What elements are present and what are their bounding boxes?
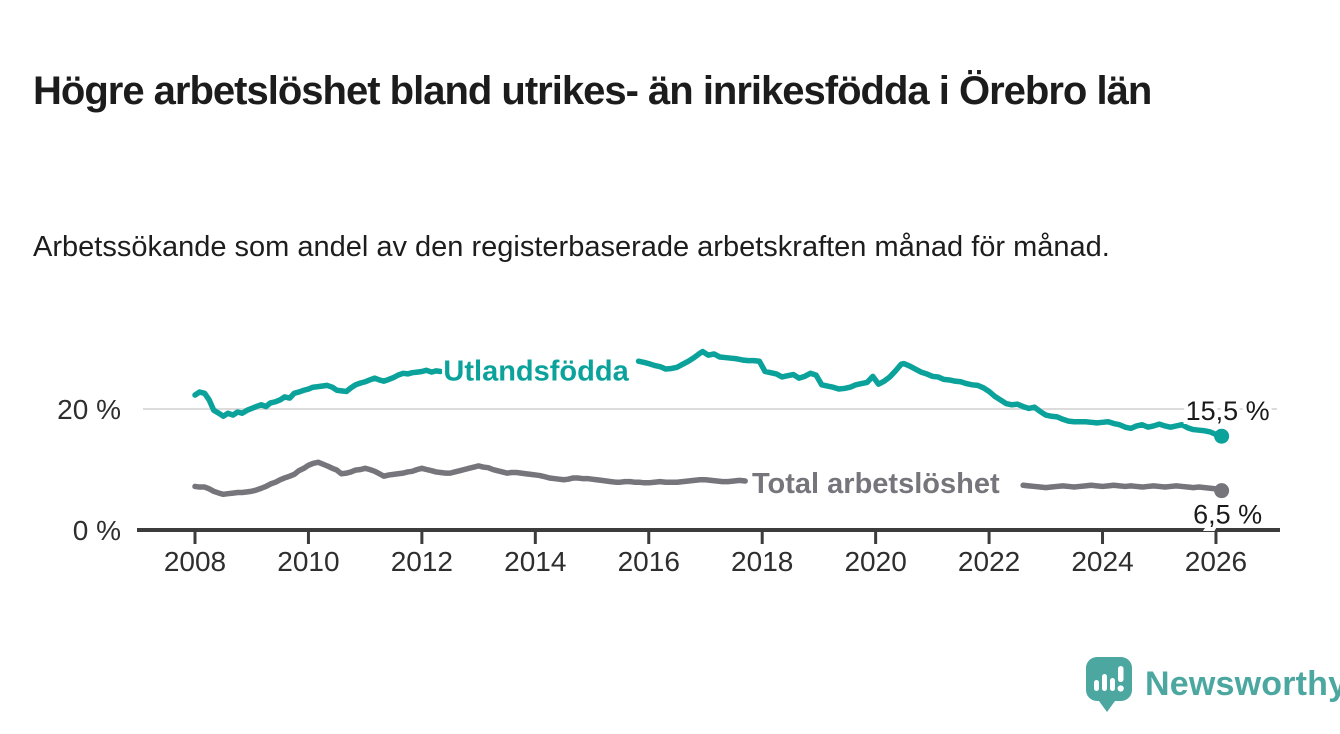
x-tick-label-2024: 2024 — [1071, 546, 1133, 577]
x-tick-label-2008: 2008 — [164, 546, 226, 577]
series-0-end-value-label: 15,5 % — [1186, 396, 1270, 426]
series-0-line-segment-1 — [635, 348, 1225, 439]
series-1-end-value-label: 6,5 % — [1193, 500, 1262, 530]
series-0-line-segment-0 — [192, 367, 444, 420]
speech-bubble-shape — [1086, 656, 1132, 712]
series-0-end-dot — [1214, 428, 1230, 444]
x-tick-label-2016: 2016 — [618, 546, 680, 577]
x-tick-label-2022: 2022 — [958, 546, 1020, 577]
x-tick-label-2020: 2020 — [844, 546, 906, 577]
series-1-line-segment-1 — [1020, 482, 1225, 494]
series-1-inline-label: Total arbetslöshet — [752, 468, 1000, 500]
chart-svg: 0 % 20 % 2008 2010 2012 2014 2016 2018 2020 2022 2… — [57, 348, 1280, 577]
x-tick-label-2010: 2010 — [277, 546, 339, 577]
y-tick-label-20: 20 % — [57, 394, 121, 425]
brand-name: Newsworthy — [1145, 664, 1340, 703]
series-0-inline-label: Utlandsfödda — [443, 355, 629, 387]
bar-chart-speech-bubble-icon — [1086, 656, 1132, 712]
chart-subtitle: Arbetssökande som andel av den registerb… — [33, 231, 1110, 263]
line-chart: 0 % 20 % 2008 2010 2012 2014 2016 2018 2020 2022 2… — [57, 348, 1280, 577]
series-1-end-dot — [1214, 483, 1230, 499]
x-tick-label-2012: 2012 — [391, 546, 453, 577]
newsworthy-logo: Newsworthy — [1085, 655, 1340, 713]
y-tick-label-0: 0 % — [73, 515, 121, 546]
series-1-line-segment-0 — [192, 459, 748, 498]
x-tick-label-2018: 2018 — [731, 546, 793, 577]
page-title: Högre arbetslöshet bland utrikes- än inr… — [33, 68, 1152, 113]
x-tick-label-2026: 2026 — [1185, 546, 1247, 577]
x-tick-label-2014: 2014 — [504, 546, 566, 577]
